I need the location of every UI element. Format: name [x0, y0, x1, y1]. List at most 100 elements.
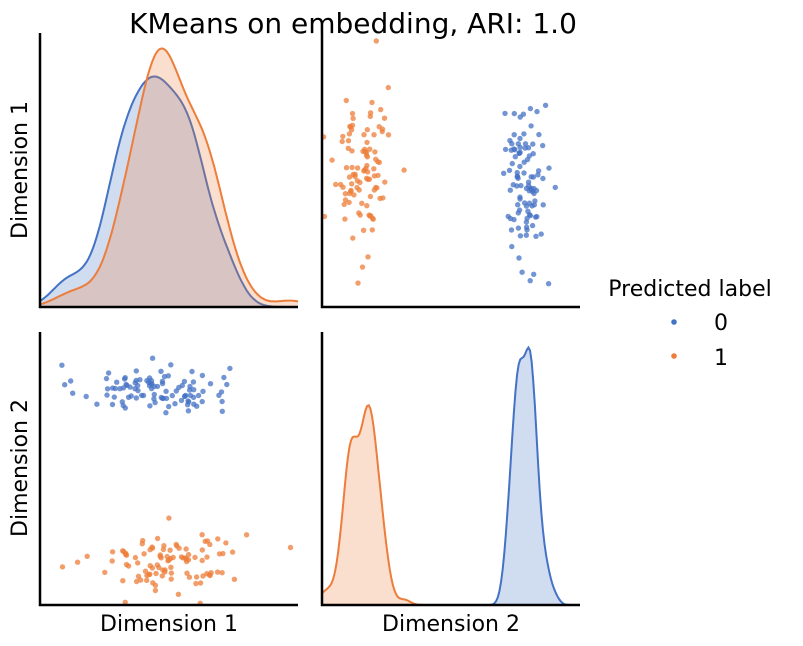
scatter-point-1: [356, 210, 362, 216]
scatter-point-1: [372, 149, 378, 155]
scatter-point-1: [197, 580, 204, 586]
scatter-point-1: [166, 557, 172, 563]
scatter-point-0: [151, 391, 157, 398]
scatter-point-1: [152, 582, 159, 588]
scatter-point-0: [519, 269, 525, 275]
scatter-point-1: [142, 568, 149, 574]
scatter-point-0: [542, 102, 549, 109]
scatter-point-1: [109, 558, 115, 564]
scatter-point-0: [154, 383, 161, 390]
scatter-point-1: [347, 123, 353, 130]
scatter-point-0: [169, 392, 175, 399]
scatter-point-0: [148, 385, 155, 392]
legend-title: Predicted label: [608, 277, 771, 302]
scatter-point-0: [219, 408, 225, 414]
scatter-point-0: [139, 392, 145, 399]
scatter-point-0: [540, 142, 546, 149]
scatter-point-0: [524, 156, 531, 163]
axis-bottom-left: [38, 332, 298, 607]
scatter-point-1: [355, 280, 361, 286]
scatter-point-0: [137, 377, 143, 383]
scatter-point-0: [517, 163, 523, 170]
scatter-point-0: [172, 401, 178, 407]
scatter-point-0: [531, 271, 537, 277]
scatter-point-1: [373, 38, 379, 44]
scatter-point-1: [385, 132, 392, 138]
scatter-point-1: [170, 554, 176, 561]
scatter-point-1: [159, 573, 165, 579]
kde-line-0: [39, 75, 298, 308]
scatter-point-0: [531, 185, 537, 192]
scatter-point-1: [161, 543, 167, 549]
scatter-point-0: [518, 182, 524, 189]
scatter-point-0: [185, 408, 192, 414]
scatter-point-0: [545, 281, 552, 287]
kde-line-1: [39, 47, 299, 306]
panel-dim1-kde: [39, 47, 299, 308]
scatter-point-0: [186, 399, 192, 405]
scatter-point-0: [540, 175, 546, 182]
scatter-point-0: [516, 255, 522, 261]
scatter-point-0: [523, 219, 530, 225]
kde-fill-1: [322, 405, 580, 605]
legend: Predicted label 0 1: [608, 277, 771, 371]
scatter-point-1: [167, 547, 173, 553]
scatter-point-1: [184, 570, 190, 576]
scatter-point-1: [350, 171, 356, 178]
scatter-point-1: [173, 541, 179, 548]
scatter-point-1: [186, 574, 193, 580]
scatter-point-1: [376, 159, 382, 166]
axis-top-right: [320, 33, 580, 309]
scatter-point-0: [114, 379, 120, 385]
scatter-point-1: [339, 138, 345, 145]
scatter-point-0: [516, 150, 522, 156]
scatter-point-0: [509, 160, 515, 167]
scatter-point-0: [135, 382, 141, 389]
scatter-point-1: [349, 181, 355, 187]
scatter-point-0: [530, 174, 537, 180]
axis-bottom-right: [320, 332, 580, 607]
scatter-point-1: [287, 544, 294, 551]
scatter-point-0: [528, 123, 534, 129]
scatter-point-1: [359, 200, 365, 206]
scatter-point-0: [515, 225, 522, 231]
scatter-point-0: [104, 386, 111, 392]
scatter-point-0: [94, 401, 100, 407]
scatter-point-1: [157, 553, 163, 560]
scatter-point-1: [162, 569, 168, 575]
scatter-top-points: [320, 38, 558, 287]
scatter-point-0: [552, 184, 558, 191]
kde-fill-1: [40, 48, 298, 307]
scatter-point-1: [350, 115, 356, 122]
scatter-point-1: [214, 569, 221, 575]
kde-fill-0: [40, 76, 298, 307]
scatter-point-1: [153, 570, 159, 577]
scatter-point-0: [512, 154, 518, 160]
scatter-point-0: [526, 200, 533, 206]
scatter-point-0: [507, 215, 514, 222]
scatter-point-0: [527, 278, 533, 284]
scatter-point-1: [176, 545, 182, 551]
scatter-point-1: [168, 576, 174, 582]
scatter-point-1: [382, 179, 388, 185]
scatter-point-1: [140, 537, 146, 544]
scatter-point-1: [149, 545, 156, 551]
scatter-point-1: [360, 227, 367, 233]
scatter-point-0: [534, 213, 540, 220]
scatter-point-0: [199, 372, 206, 379]
scatter-point-1: [364, 139, 370, 146]
scatter-point-1: [219, 570, 225, 576]
scatter-point-0: [535, 172, 541, 178]
panel-scatter-dim1-vs-dim2: [59, 355, 294, 606]
scatter-point-0: [517, 196, 523, 202]
scatter-point-0: [61, 382, 68, 388]
scatter-point-0: [178, 397, 185, 404]
scatter-point-0: [521, 200, 528, 206]
scatter-point-1: [340, 133, 346, 140]
scatter-point-0: [511, 110, 517, 117]
scatter-point-0: [227, 365, 233, 372]
scatter-point-1: [168, 564, 174, 570]
scatter-point-1: [365, 254, 371, 260]
scatter-point-0: [127, 384, 133, 390]
